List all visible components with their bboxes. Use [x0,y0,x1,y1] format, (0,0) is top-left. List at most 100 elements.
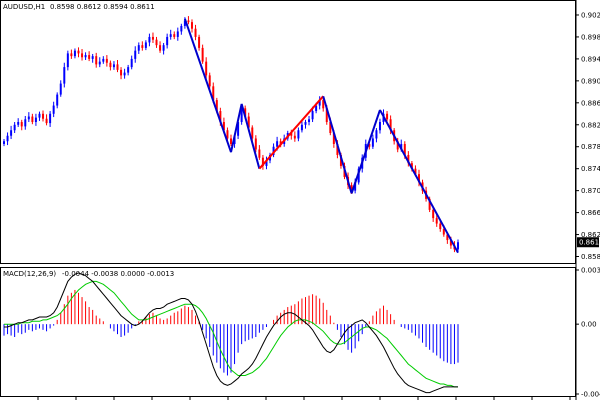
candle-body [254,138,257,150]
price-tick-label: 0.8625 [581,231,600,239]
macd-main-line [4,272,458,394]
candle-body [59,83,62,95]
candle-body [56,94,59,106]
candle-body [6,135,9,142]
candle-body [205,61,208,76]
last-price-box [577,237,599,248]
instrument-label: AUDUSD,H1 [3,3,45,11]
candle-body [435,218,438,224]
candle-body [414,168,417,175]
price-tick-label: 0.8745 [581,165,600,173]
candle-body [428,198,431,210]
candle-body [396,141,399,150]
zigzag-segment [230,103,243,153]
candle-body [261,157,264,166]
candle-body [208,75,211,87]
candle-body [91,56,94,59]
candle-body [194,28,197,37]
candle-body [144,42,147,48]
candle-body [212,86,215,101]
candle-body [293,135,296,139]
candle-body [417,174,420,183]
candle-body [84,55,87,58]
candle-body [198,36,201,48]
candle-body [130,58,133,68]
candle-body [308,119,311,123]
candle-body [134,50,137,59]
candle-body [66,53,69,68]
candle-body [109,62,112,68]
candle-body [350,185,353,191]
candle-body [98,61,101,65]
candle-body [159,45,162,51]
price-tick-label: 0.8825 [581,121,600,129]
candle-body [318,100,321,106]
candle-body [442,229,445,235]
candle-body [34,117,37,123]
last-price-label: 0.8611 [579,239,600,247]
candle-body [173,34,176,37]
candle-body [127,67,130,73]
candle-body [215,100,218,112]
macd-signal-line [4,280,458,388]
candle-body [73,50,76,57]
candle-body [123,72,126,76]
candle-body [112,64,115,68]
candle-body [162,45,165,51]
candle-body [24,119,27,127]
candle-body [279,141,282,144]
candle-body [311,111,314,120]
candle-body [230,138,232,144]
macd-histogram [3,289,459,376]
candle-body [375,130,378,139]
candle-body [304,122,307,125]
candle-body [77,50,80,54]
candle-body [449,240,452,246]
candle-body [219,111,222,123]
macd-tick-label: -0.0049 [581,391,600,399]
candle-body [70,53,73,57]
time-axis [37,396,571,400]
candle-body [322,100,325,109]
ohlc-readout: 0.8598 0.8612 0.8594 0.8611 [50,3,155,11]
macd-tick-label: 0.0038 [581,267,600,275]
candle-body [258,149,261,158]
candle-body [38,113,41,118]
candle-body [3,141,5,144]
candle-body [17,122,20,125]
zigzag-indicator [183,18,459,254]
macd-tick-label: 0.00 [581,321,597,329]
candle-body [446,234,449,241]
candle-body [407,154,410,164]
price-tick-label: 0.8945 [581,55,600,63]
candle-body [120,69,123,76]
candle-body [368,143,371,147]
candle-body [265,160,268,166]
zigzag-segment [350,109,381,194]
candle-body [300,124,303,131]
candle-body [183,20,186,26]
candle-body [290,133,293,136]
price-tick-label: 0.9025 [581,11,600,19]
candle-body [378,122,381,131]
candle-body [45,118,48,124]
candle-body [315,105,318,112]
candle-body [95,56,98,65]
candle-body [137,45,140,51]
zigzag-segment [258,95,324,170]
candle-body [88,55,91,59]
candle-body [151,36,154,40]
candle-body [190,22,193,29]
candle-body [180,25,183,32]
price-tick-label: 0.8785 [581,143,600,151]
candle-body [432,209,435,219]
price-tick-label: 0.8985 [581,33,600,41]
candle-body [81,53,84,58]
price-axis: 0.9025 0.8985 0.8945 0.8905 0.8865 0.8825 0.87… [576,11,600,261]
zigzag-segment [183,18,232,153]
candle-body [20,122,23,127]
candle-body [389,119,392,131]
candle-body [222,122,225,131]
